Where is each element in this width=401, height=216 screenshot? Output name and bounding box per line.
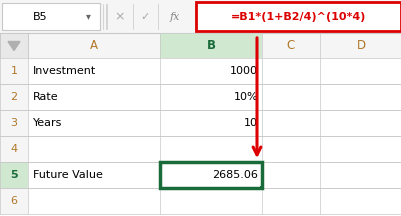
Bar bbox=[261, 162, 319, 188]
Bar bbox=[160, 136, 261, 162]
Text: 2685.06: 2685.06 bbox=[212, 170, 257, 180]
Text: C: C bbox=[286, 39, 294, 52]
Text: Rate: Rate bbox=[33, 92, 59, 102]
Bar bbox=[261, 110, 319, 136]
Text: 6: 6 bbox=[10, 196, 18, 206]
Bar bbox=[0, 110, 28, 136]
Bar bbox=[28, 188, 160, 214]
Bar bbox=[0, 0, 401, 33]
Bar bbox=[2, 3, 100, 30]
Bar bbox=[261, 188, 319, 214]
Bar bbox=[319, 58, 401, 84]
Text: 5: 5 bbox=[10, 170, 18, 180]
Text: Future Value: Future Value bbox=[33, 170, 103, 180]
Bar bbox=[319, 136, 401, 162]
Bar bbox=[261, 84, 319, 110]
Bar bbox=[28, 136, 160, 162]
Text: A: A bbox=[90, 39, 98, 52]
Bar bbox=[28, 58, 160, 84]
Text: B5: B5 bbox=[32, 11, 47, 22]
Text: Investment: Investment bbox=[33, 66, 96, 76]
Bar bbox=[0, 33, 28, 58]
Bar bbox=[0, 188, 28, 214]
Bar bbox=[0, 33, 401, 58]
Bar bbox=[0, 84, 28, 110]
Polygon shape bbox=[8, 41, 20, 51]
Bar bbox=[160, 110, 261, 136]
Bar bbox=[28, 110, 160, 136]
Text: ▾: ▾ bbox=[85, 11, 90, 22]
Bar bbox=[160, 188, 261, 214]
Text: ✓: ✓ bbox=[140, 11, 149, 22]
Text: 10%: 10% bbox=[233, 92, 257, 102]
Bar bbox=[319, 110, 401, 136]
Bar bbox=[259, 186, 263, 190]
Text: fx: fx bbox=[169, 11, 180, 22]
Text: 2: 2 bbox=[10, 92, 18, 102]
Text: =B1*(1+B2/4)^(10*4): =B1*(1+B2/4)^(10*4) bbox=[231, 11, 366, 22]
Bar bbox=[319, 84, 401, 110]
Bar bbox=[319, 188, 401, 214]
Bar bbox=[160, 33, 261, 58]
Text: 2685.06: 2685.06 bbox=[212, 170, 257, 180]
Bar bbox=[160, 58, 261, 84]
Text: 3: 3 bbox=[10, 118, 18, 128]
Text: ×: × bbox=[114, 10, 125, 23]
Text: 1: 1 bbox=[10, 66, 18, 76]
Bar bbox=[160, 162, 261, 188]
Bar bbox=[196, 2, 400, 31]
Text: 1000: 1000 bbox=[229, 66, 257, 76]
Bar bbox=[160, 84, 261, 110]
Bar bbox=[28, 162, 160, 188]
Bar bbox=[160, 162, 261, 188]
Bar bbox=[261, 136, 319, 162]
Text: D: D bbox=[356, 39, 365, 52]
Bar bbox=[0, 58, 28, 84]
Bar bbox=[28, 84, 160, 110]
Bar bbox=[0, 162, 28, 188]
Text: Years: Years bbox=[33, 118, 62, 128]
Text: B: B bbox=[206, 39, 215, 52]
Text: 10: 10 bbox=[243, 118, 257, 128]
Bar bbox=[319, 162, 401, 188]
Bar bbox=[261, 58, 319, 84]
Text: 4: 4 bbox=[10, 144, 18, 154]
Bar bbox=[0, 136, 28, 162]
